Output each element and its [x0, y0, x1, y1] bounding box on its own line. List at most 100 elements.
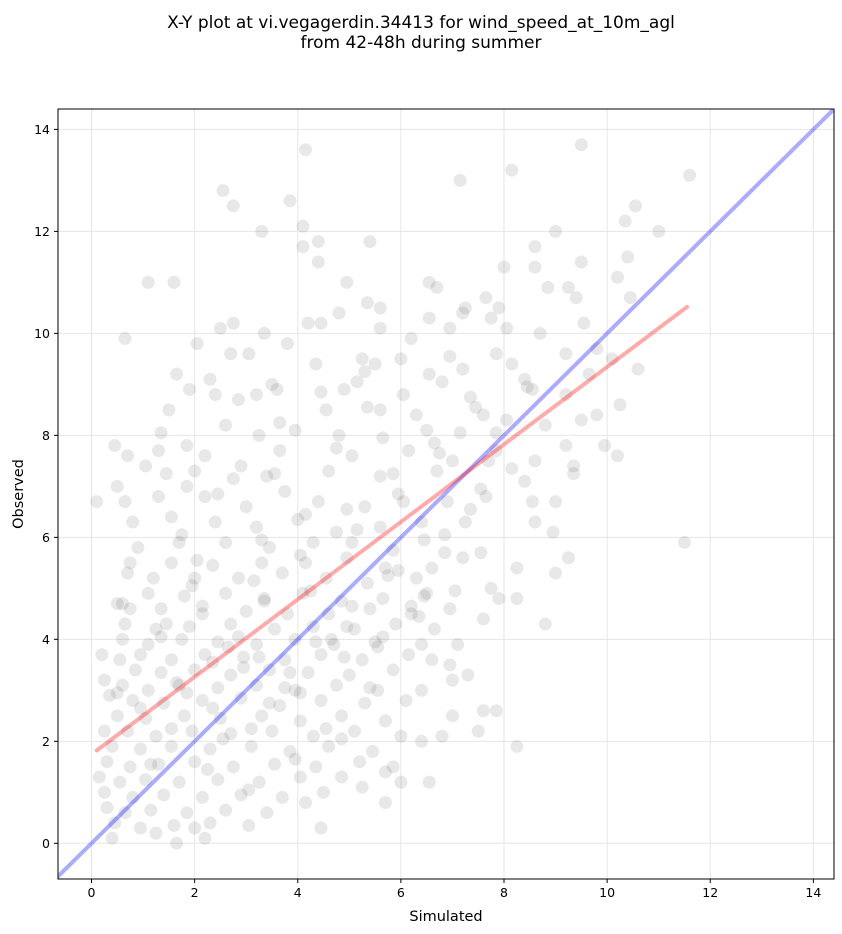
scatter-point — [188, 571, 202, 585]
scatter-point — [322, 464, 336, 478]
scatter-point — [337, 650, 351, 664]
scatter-point — [415, 683, 429, 697]
scatter-point — [463, 390, 477, 404]
scatter-point — [435, 729, 449, 743]
y-tick-label: 4 — [42, 632, 50, 647]
scatter-point — [497, 260, 511, 274]
scatter-point — [180, 806, 194, 820]
scatter-point — [378, 796, 392, 810]
scatter-point — [283, 745, 297, 759]
scatter-point — [311, 235, 325, 249]
scatter-point — [152, 757, 166, 771]
scatter-point — [288, 632, 302, 646]
scatter-point — [311, 255, 325, 269]
scatter-point — [314, 648, 328, 662]
scatter-point — [195, 790, 209, 804]
scatter-point — [126, 790, 140, 804]
scatter-point — [590, 408, 604, 422]
scatter-point — [224, 727, 238, 741]
scatter-point — [231, 393, 245, 407]
scatter-point — [474, 482, 488, 496]
x-tick-label: 12 — [702, 885, 718, 900]
scatter-point — [677, 535, 691, 549]
scatter-point — [443, 349, 457, 363]
scatter-point — [453, 173, 467, 187]
scatter-point — [314, 694, 328, 708]
scatter-point — [288, 423, 302, 437]
scatter-point — [273, 444, 287, 458]
scatter-point — [239, 500, 253, 514]
scatter-point — [443, 321, 457, 335]
scatter-point — [260, 806, 274, 820]
scatter-point — [226, 760, 240, 774]
scatter-point — [381, 569, 395, 583]
scatter-point — [237, 650, 251, 664]
scatter-point — [479, 490, 493, 504]
scatter-point — [97, 785, 111, 799]
scatter-point — [121, 449, 135, 463]
scatter-point — [283, 194, 297, 208]
scatter-point — [394, 352, 408, 366]
scatter-point — [368, 357, 382, 371]
scatter-point — [319, 571, 333, 585]
scatter-point — [250, 637, 264, 651]
scatter-point — [373, 469, 387, 483]
scatter-point — [139, 711, 153, 725]
scatter-point — [430, 280, 444, 294]
scatter-point — [399, 694, 413, 708]
scatter-point — [474, 546, 488, 560]
scatter-point — [190, 553, 204, 567]
scatter-point — [417, 589, 431, 603]
scatter-point — [518, 372, 532, 386]
scatter-point — [376, 592, 390, 606]
scatter-point — [378, 765, 392, 779]
scatter-point — [170, 367, 184, 381]
scatter-point — [255, 556, 269, 570]
scatter-point — [327, 637, 341, 651]
scatter-point — [371, 640, 385, 654]
scatter-point — [335, 770, 349, 784]
scatter-point — [270, 382, 284, 396]
scatter-point — [440, 495, 454, 509]
chart-title-line-2: from 42-48h during summer — [301, 33, 542, 53]
scatter-point — [484, 311, 498, 325]
scatter-point — [203, 742, 217, 756]
scatter-point — [342, 668, 356, 682]
scatter-point — [159, 467, 173, 481]
scatter-point — [180, 686, 194, 700]
scatter-point — [208, 515, 222, 529]
scatter-point — [195, 599, 209, 613]
scatter-point — [409, 408, 423, 422]
scatter-point — [123, 556, 137, 570]
scatter-point — [314, 821, 328, 835]
scatter-point — [417, 533, 431, 547]
y-tick-label: 2 — [42, 734, 50, 749]
scatter-point — [121, 566, 135, 580]
scatter-point — [219, 535, 233, 549]
scatter-point — [288, 683, 302, 697]
scatter-point — [378, 561, 392, 575]
scatter-point — [500, 321, 514, 335]
scatter-point — [110, 686, 124, 700]
scatter-point — [141, 637, 155, 651]
scatter-point — [476, 612, 490, 626]
scatter-point — [577, 316, 591, 330]
scatter-point — [415, 637, 429, 651]
scatter-point — [329, 525, 343, 539]
scatter-point — [255, 533, 269, 547]
scatter-point — [528, 515, 542, 529]
scatter-point — [206, 655, 220, 669]
scatter-point — [445, 709, 459, 723]
scatter-point — [262, 541, 276, 555]
scatter-point — [164, 722, 178, 736]
scatter-point — [322, 739, 336, 753]
scatter-point — [458, 515, 472, 529]
scatter-point — [448, 584, 462, 598]
plot-frame — [57, 108, 835, 880]
scatter-point — [224, 668, 238, 682]
scatter-point — [489, 704, 503, 718]
scatter-point — [144, 757, 158, 771]
scatter-point — [265, 377, 279, 391]
scatter-point — [234, 691, 248, 705]
scatter-point — [273, 699, 287, 713]
